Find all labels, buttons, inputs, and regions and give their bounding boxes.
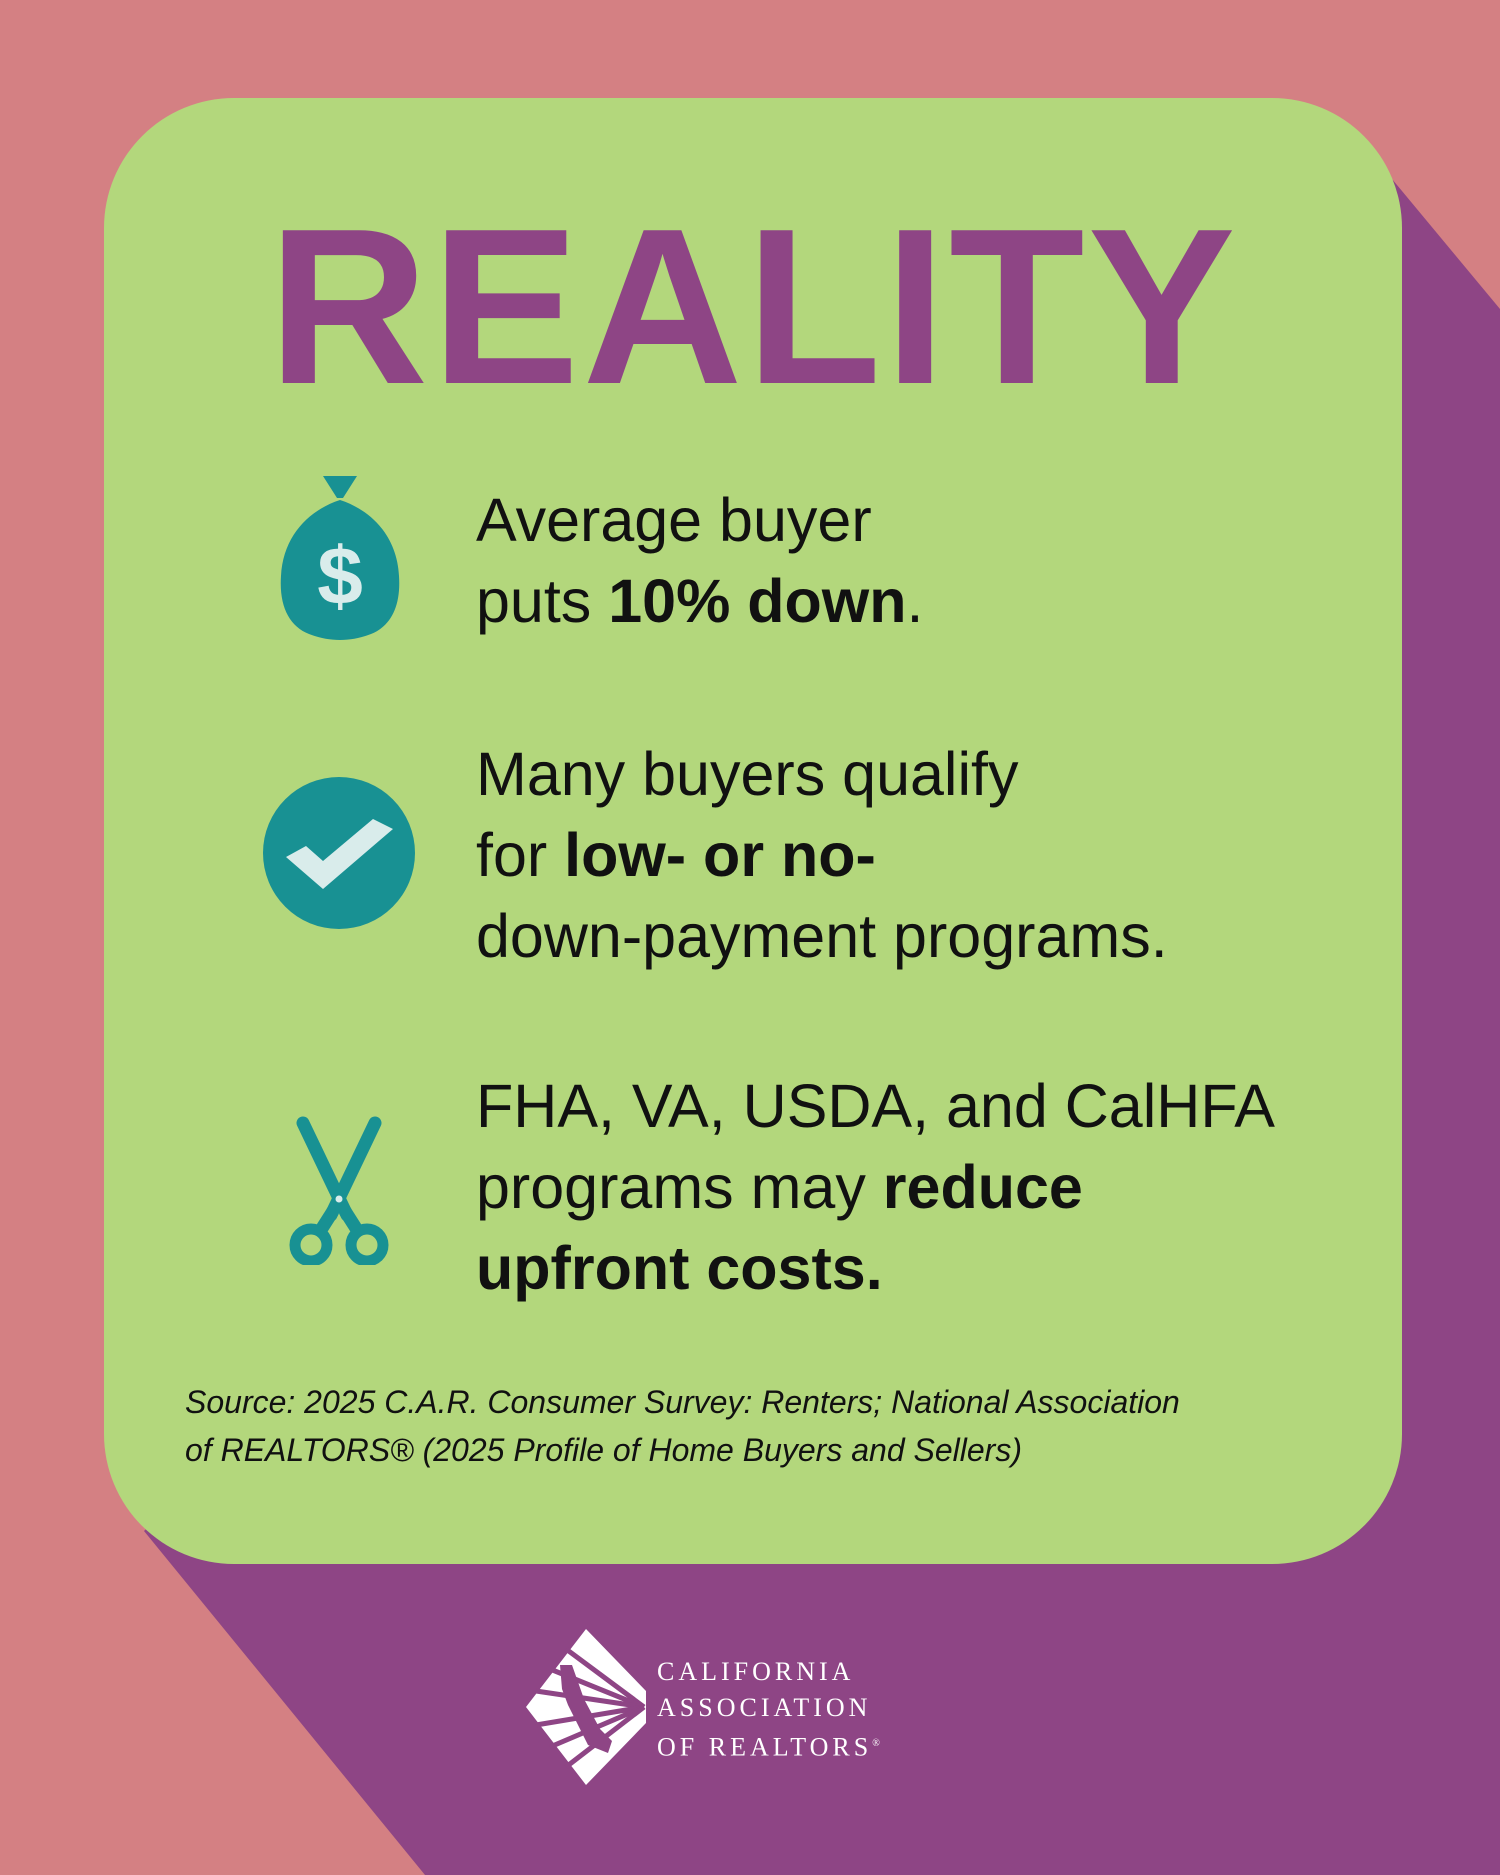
logo-line: OF REALTORS <box>657 1732 873 1762</box>
money-bag-icon: $ <box>280 476 400 640</box>
source-line: Source: 2025 C.A.R. Consumer Survey: Ren… <box>185 1384 1180 1420</box>
text: Many buyers qualify <box>476 740 1019 808</box>
text: programs may <box>476 1153 883 1221</box>
svg-text:$: $ <box>317 531 363 622</box>
text: Average buyer <box>476 486 872 554</box>
highlight: upfront costs. <box>476 1234 883 1302</box>
scissors-icon <box>289 1116 389 1265</box>
highlight: low- or no- <box>564 821 876 889</box>
logo-line: CALIFORNIA <box>657 1657 855 1686</box>
page-title: REALITY <box>268 183 1239 431</box>
highlight: reduce <box>882 1153 1083 1221</box>
car-logo-text: CALIFORNIA ASSOCIATION OF REALTORS® <box>657 1654 880 1766</box>
text: down-payment programs. <box>476 902 1168 970</box>
text: FHA, VA, USDA, and CalHFA <box>476 1072 1275 1140</box>
fact-down-payment: Average buyer puts 10% down. <box>476 480 923 642</box>
text: puts <box>476 567 609 635</box>
fact-programs: Many buyers qualify for low- or no- down… <box>476 734 1168 977</box>
fact-loan-programs: FHA, VA, USDA, and CalHFA programs may r… <box>476 1066 1275 1309</box>
text: . <box>906 567 924 635</box>
check-circle-icon <box>263 777 415 929</box>
text: for <box>476 821 565 889</box>
logo-line: ASSOCIATION <box>657 1693 872 1722</box>
source-line: of REALTORS® (2025 Profile of Home Buyer… <box>185 1432 1022 1468</box>
registered-mark: ® <box>872 1738 880 1749</box>
highlight: 10% down <box>608 567 907 635</box>
car-logo-mark <box>526 1629 646 1785</box>
source-note: Source: 2025 C.A.R. Consumer Survey: Ren… <box>185 1378 1180 1474</box>
